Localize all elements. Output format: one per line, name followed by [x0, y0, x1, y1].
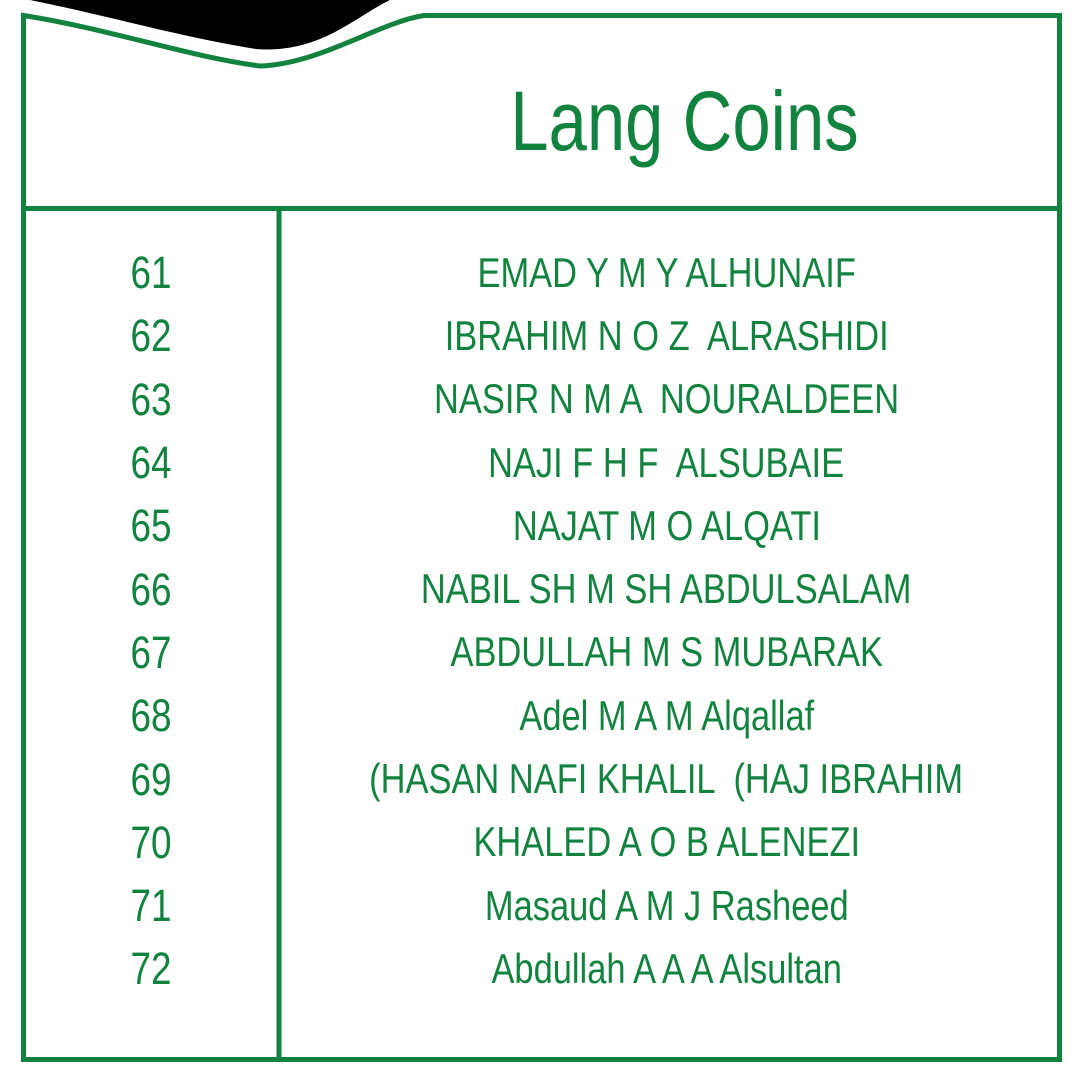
table-row: 64 NAJI F H F ALSUBAIE	[26, 431, 1057, 494]
row-number: 70	[130, 816, 172, 868]
table-row: 65 NAJAT M O ALQATI	[26, 494, 1057, 557]
table-row: 66 NABIL SH M SH ABDULSALAM	[26, 557, 1057, 620]
row-name: IBRAHIM N O Z ALRASHIDI	[444, 311, 889, 359]
row-name: Masaud A M J Rasheed	[484, 881, 849, 929]
winners-table: 61 EMAD Y M Y ALHUNAIF 62 IBRAHIM N O Z …	[26, 211, 1057, 1057]
row-name: NASIR N M A NOURALDEEN	[433, 375, 900, 423]
row-number: 61	[130, 247, 172, 299]
row-name: (HASAN NAFI KHALIL (HAJ IBRAHIM	[369, 755, 964, 803]
row-name: Abdullah A A A Alsultan	[491, 944, 842, 992]
table-row: 67 ABDULLAH M S MUBARAK	[26, 621, 1057, 684]
top-notch-shape	[30, 0, 390, 50]
row-name: EMAD Y M Y ALHUNAIF	[477, 248, 856, 296]
table-row: 68 Adel M A M Alqallaf	[26, 684, 1057, 747]
table-row: 72 Abdullah A A A Alsultan	[26, 937, 1057, 1000]
row-number: 65	[130, 500, 172, 552]
card-border	[21, 12, 1062, 1062]
header: Lang Coins	[284, 13, 1080, 207]
row-number: 72	[130, 943, 172, 995]
row-number: 71	[130, 880, 172, 932]
page-title: Lang Coins	[509, 74, 859, 168]
row-number: 62	[130, 310, 172, 362]
table-row: 62 IBRAHIM N O Z ALRASHIDI	[26, 304, 1057, 367]
table-row: 70 KHALED A O B ALENEZI	[26, 811, 1057, 874]
row-number: 63	[130, 373, 172, 425]
table-row: 61 EMAD Y M Y ALHUNAIF	[26, 241, 1057, 304]
row-number: 69	[130, 753, 172, 805]
row-name: NABIL SH M SH ABDULSALAM	[421, 565, 912, 613]
row-name: ABDULLAH M S MUBARAK	[450, 628, 883, 676]
row-number: 67	[130, 626, 172, 678]
row-name: Adel M A M Alqallaf	[519, 691, 814, 739]
row-name: NAJAT M O ALQATI	[512, 501, 821, 549]
table-row: 69 (HASAN NAFI KHALIL (HAJ IBRAHIM	[26, 747, 1057, 810]
row-number: 66	[130, 563, 172, 615]
row-name: KHALED A O B ALENEZI	[473, 818, 860, 866]
row-name: NAJI F H F ALSUBAIE	[488, 438, 845, 486]
row-number: 68	[130, 690, 172, 742]
row-number: 64	[130, 437, 172, 489]
table-row: 63 NASIR N M A NOURALDEEN	[26, 368, 1057, 431]
table-row: 71 Masaud A M J Rasheed	[26, 874, 1057, 937]
